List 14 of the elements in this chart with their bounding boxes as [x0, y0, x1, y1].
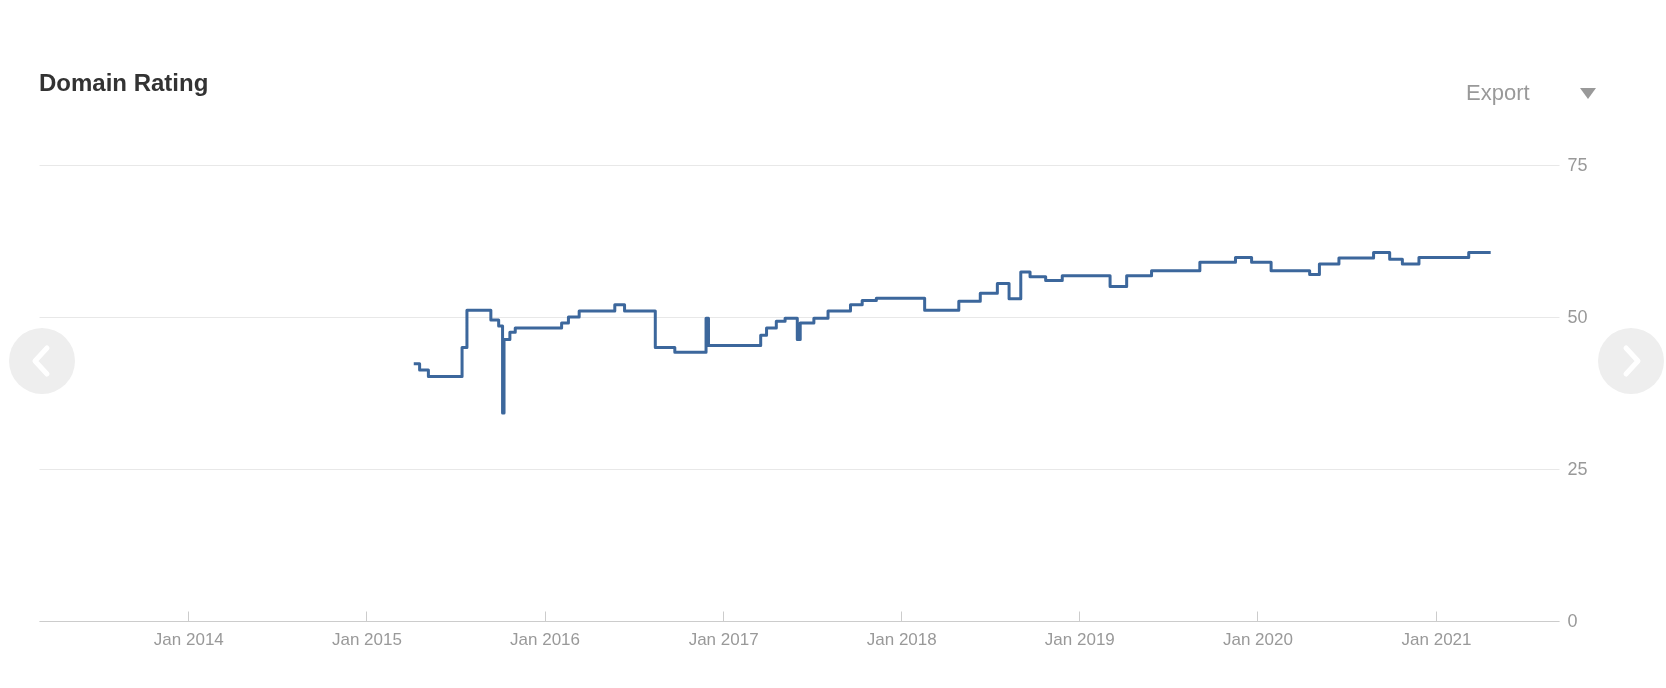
chart-title: Domain Rating: [39, 69, 209, 96]
text: Export: [1466, 80, 1530, 106]
y-tick-label: 25: [1567, 458, 1588, 479]
x-tick-label: Jan 2016: [510, 629, 580, 649]
x-tick-label: Jan 2018: [866, 629, 937, 649]
x-tick-label: Jan 2019: [1044, 629, 1115, 649]
x-tick-label: Jan 2020: [1222, 629, 1293, 649]
y-tick-label: 75: [1567, 154, 1588, 175]
x-tick-label: Jan 2014: [153, 629, 224, 649]
y-tick-label: 0: [1567, 610, 1578, 631]
x-tick-label: Jan 2021: [1401, 629, 1472, 649]
y-tick-label: 50: [1567, 306, 1588, 327]
x-tick-label: Jan 2015: [331, 629, 402, 649]
x-tick-label: Jan 2017: [688, 629, 759, 649]
